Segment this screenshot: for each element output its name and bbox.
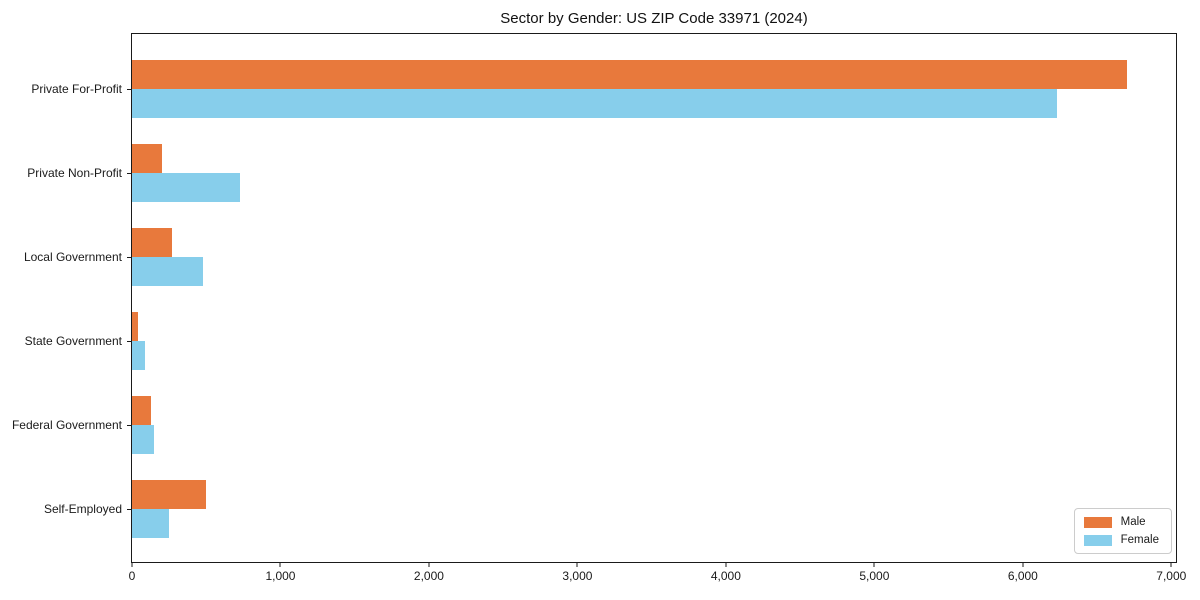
legend-label: Male xyxy=(1120,516,1146,528)
y-tick xyxy=(127,173,132,174)
y-axis-label: Federal Government xyxy=(11,418,122,432)
y-axis-label: Private For-Profit xyxy=(31,82,122,96)
x-tick xyxy=(428,562,430,567)
bar-female xyxy=(132,257,204,286)
legend: Male Female xyxy=(1073,508,1172,554)
bar-male xyxy=(132,228,173,257)
bar-male xyxy=(132,60,1127,89)
x-tick-label: 3,000 xyxy=(562,569,593,583)
x-tick xyxy=(1170,562,1172,567)
x-tick xyxy=(725,562,727,567)
y-axis-label: State Government xyxy=(24,334,122,348)
bar-male xyxy=(132,144,162,173)
bar-male xyxy=(132,480,207,509)
x-tick-label: 6,000 xyxy=(1007,569,1038,583)
bar-female xyxy=(132,425,155,454)
x-tick-label: 0 xyxy=(128,569,136,583)
y-tick xyxy=(127,509,132,510)
y-tick xyxy=(127,89,132,90)
chart-title: Sector by Gender: US ZIP Code 33971 (202… xyxy=(500,10,808,27)
y-axis-label: Private Non-Profit xyxy=(27,166,122,180)
x-tick xyxy=(873,562,875,567)
legend-item-female: Female xyxy=(1083,534,1159,546)
x-tick-label: 4,000 xyxy=(710,569,741,583)
x-tick xyxy=(279,562,281,567)
x-tick xyxy=(576,562,578,567)
y-tick xyxy=(127,425,132,426)
legend-swatch-female xyxy=(1083,534,1112,546)
bar-female xyxy=(132,509,170,538)
bar-male xyxy=(132,312,138,341)
legend-item-male: Male xyxy=(1083,516,1159,528)
legend-swatch-male xyxy=(1083,516,1112,528)
bar-female xyxy=(132,341,146,370)
x-tick xyxy=(131,562,133,567)
x-tick-label: 1,000 xyxy=(265,569,296,583)
bar-female xyxy=(132,89,1057,118)
x-tick-label: 7,000 xyxy=(1156,569,1187,583)
plot-area: Private For-Profit Private Non-Profit Loca… xyxy=(12,33,1186,583)
x-tick-label: 2,000 xyxy=(413,569,444,583)
bar-female xyxy=(132,173,240,202)
y-tick xyxy=(127,257,132,258)
x-tick xyxy=(1022,562,1024,567)
bar-male xyxy=(132,396,152,425)
legend-label: Female xyxy=(1120,534,1159,546)
y-axis-label: Self-Employed xyxy=(43,502,122,516)
y-axis-label: Local Government xyxy=(23,250,122,264)
y-tick xyxy=(127,341,132,342)
x-tick-label: 5,000 xyxy=(859,569,890,583)
